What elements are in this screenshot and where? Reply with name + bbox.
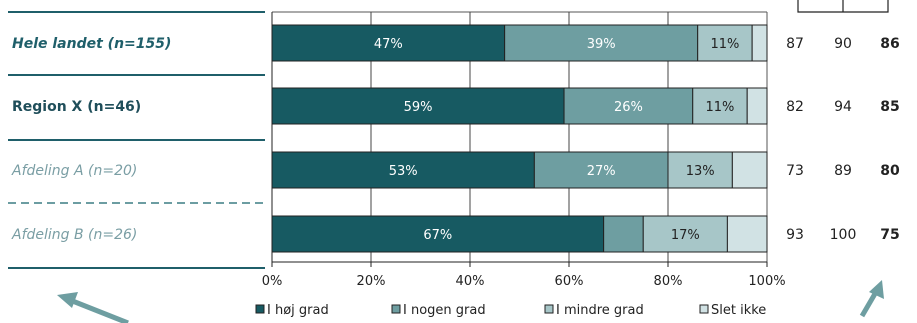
bar-value-label: 47% — [374, 37, 403, 52]
x-tick-label: 0% — [262, 274, 283, 289]
bar-segment — [603, 215, 644, 253]
bar-value-label: 13% — [686, 164, 715, 179]
bar-segment — [726, 215, 768, 253]
right-value: 90 — [834, 36, 852, 52]
bar-segment — [731, 151, 768, 189]
row-label: Region X (n=46) — [12, 99, 141, 115]
legend: I høj grad I nogen grad I mindre grad Slet … — [255, 303, 766, 318]
legend-label: I nogen grad — [403, 303, 486, 318]
bar-value-label: 27% — [587, 164, 616, 179]
x-tick-label: 80% — [654, 274, 683, 289]
right-value: 80 — [880, 163, 900, 179]
bar-segment — [692, 87, 748, 125]
legend-label: I mindre grad — [556, 303, 644, 318]
bar-value-label: 67% — [423, 228, 452, 243]
bar-value-label: 11% — [710, 37, 739, 52]
right-value: 94 — [834, 99, 852, 115]
right-value: 100 — [830, 227, 857, 243]
right-value: 73 — [786, 163, 804, 179]
legend-label: Slet ikke — [711, 303, 766, 318]
bar-value-label: 59% — [404, 100, 433, 115]
bar-value-label: 26% — [614, 100, 643, 115]
legend-swatch — [255, 304, 265, 314]
arrow-left-icon-head — [57, 292, 78, 308]
bar-segment — [667, 151, 733, 189]
bar-segment — [271, 151, 535, 189]
right-value: 85 — [880, 99, 899, 115]
legend-swatch — [544, 304, 554, 314]
row-label: Afdeling A (n=20) — [11, 163, 137, 179]
right-value: 82 — [786, 99, 804, 115]
chart-decorations — [8, 0, 889, 323]
bar-segment — [746, 87, 768, 125]
right-values: 87 90 86 82 94 85 73 89 80 93 100 75 — [786, 36, 900, 243]
bar-value-label: 11% — [706, 100, 735, 115]
legend-label: I høj grad — [267, 303, 329, 318]
bar-segment — [504, 24, 699, 62]
bar-value-label: 53% — [389, 164, 418, 179]
x-tick-label: 20% — [357, 274, 386, 289]
row-label: Hele landet (n=155) — [12, 36, 171, 52]
bar-value-label: 39% — [587, 37, 616, 52]
x-tick-label: 40% — [456, 274, 485, 289]
right-value: 75 — [880, 227, 899, 243]
x-tick-label: 60% — [555, 274, 584, 289]
right-value: 86 — [880, 36, 899, 52]
legend-swatch — [699, 304, 709, 314]
right-value: 89 — [834, 163, 852, 179]
arrow-right-icon-head — [869, 280, 884, 299]
bar-value-label: 17% — [671, 228, 700, 243]
bar-segment — [751, 24, 768, 62]
bar-segment — [642, 215, 728, 253]
bar-segment — [697, 24, 753, 62]
arrow-right-icon — [859, 290, 879, 318]
arrow-left-icon — [69, 297, 129, 323]
row-labels: Hele landet (n=155) Region X (n=46) Afdeli… — [11, 36, 171, 243]
legend-swatch — [391, 304, 401, 314]
right-value: 87 — [786, 36, 804, 52]
bar-segment — [271, 215, 605, 253]
x-axis: 0% 20% 40% 60% 80% 100% — [262, 12, 786, 289]
bar-segment — [533, 151, 669, 189]
x-tick-label: 100% — [748, 274, 785, 289]
row-label: Afdeling B (n=26) — [11, 227, 137, 243]
right-value: 93 — [786, 227, 804, 243]
bars: 47% 39% 11% 59% 26% 11% 53% 27% 13% 67% 17% — [271, 24, 768, 253]
